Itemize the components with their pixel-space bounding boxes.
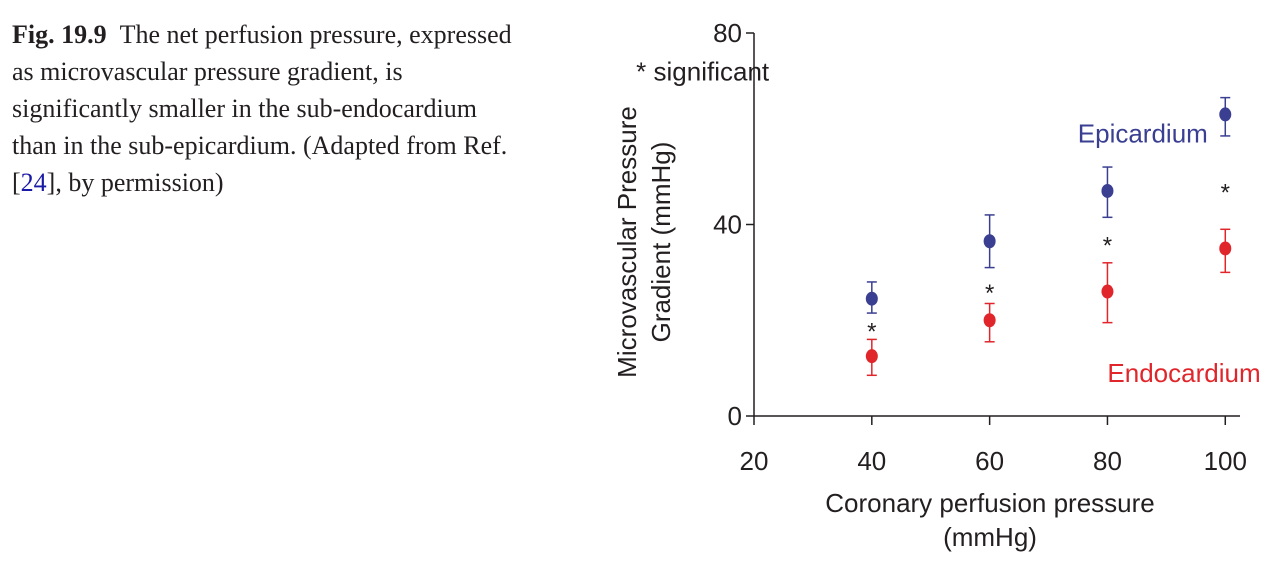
significance-legend: * significant: [636, 56, 770, 86]
epicardium-point: [1101, 183, 1114, 198]
figure-caption: Fig. 19.9 The net perfusion pressure, ex…: [12, 16, 512, 201]
significance-star: *: [1103, 232, 1112, 259]
figure-label: Fig. 19.9: [12, 20, 107, 49]
y-tick-label: 80: [713, 18, 742, 48]
epicardium-point: [865, 291, 878, 306]
epicardium-series-label: Epicardium: [1078, 119, 1208, 149]
x-tick-label: 60: [975, 446, 1004, 476]
x-tick-label: 40: [857, 446, 886, 476]
y-axis-label: Microvascular Pressure: [612, 106, 642, 378]
endocardium-series-label: Endocardium: [1107, 358, 1260, 388]
x-axis-label: Coronary perfusion pressure: [825, 488, 1155, 518]
epicardium-point: [983, 234, 996, 249]
significance-star: *: [867, 318, 876, 345]
caption-text-end: ], by permission): [46, 168, 224, 197]
x-tick-label: 100: [1204, 446, 1247, 476]
y-tick-label: 0: [728, 401, 742, 431]
significance-star: *: [1221, 180, 1230, 207]
significance-star: *: [985, 280, 994, 307]
caption-text: The net perfusion pressure, expressed as…: [12, 20, 512, 197]
endocardium-point: [1101, 284, 1114, 299]
endocardium-point: [983, 313, 996, 328]
endocardium-point: [865, 349, 878, 364]
reference-link[interactable]: 24: [20, 168, 47, 197]
y-tick-label: 40: [713, 210, 742, 240]
x-tick-label: 80: [1093, 446, 1122, 476]
endocardium-point: [1219, 241, 1232, 256]
epicardium-point: [1219, 107, 1232, 122]
x-tick-label: 20: [740, 446, 769, 476]
x-axis-label-unit: (mmHg): [943, 522, 1037, 552]
y-axis-label-unit: Gradient (mmHg): [646, 142, 676, 343]
